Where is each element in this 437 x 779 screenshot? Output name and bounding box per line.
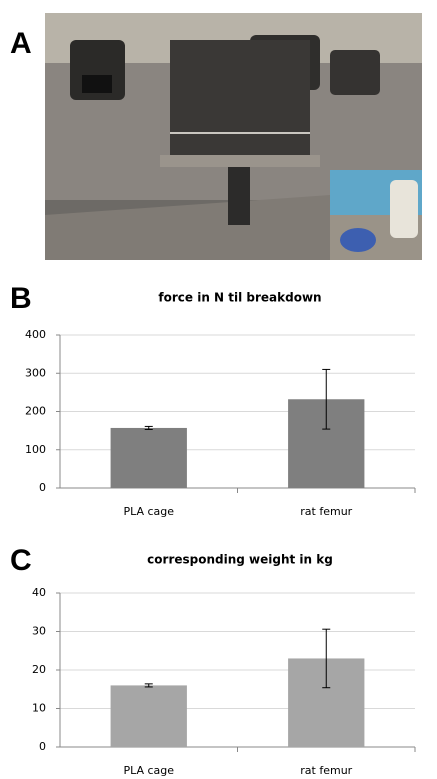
- chart-title: force in N til breakdown: [158, 291, 321, 305]
- panel-label: A: [10, 27, 32, 60]
- x-tick-label: rat femur: [300, 505, 352, 518]
- y-tick-label: 0: [39, 481, 46, 494]
- y-tick-label: 10: [32, 702, 46, 715]
- panel-label: B: [10, 282, 32, 315]
- chart-title: corresponding weight in kg: [147, 553, 333, 567]
- y-tick-label: 200: [25, 405, 46, 418]
- x-tick-label: PLA cage: [123, 764, 174, 777]
- panel-label: C: [10, 544, 32, 577]
- y-tick-label: 40: [32, 586, 46, 599]
- y-tick-label: 400: [25, 328, 46, 341]
- y-tick-label: 0: [39, 740, 46, 753]
- x-tick-label: rat femur: [300, 764, 352, 777]
- x-tick-label: PLA cage: [123, 505, 174, 518]
- y-tick-label: 30: [32, 625, 46, 638]
- photo: [45, 13, 422, 260]
- bar: [111, 428, 187, 488]
- figure: A B C force in N til breakdown0100200300…: [0, 0, 437, 779]
- y-tick-label: 100: [25, 443, 46, 456]
- y-tick-label: 300: [25, 366, 46, 379]
- y-tick-label: 20: [32, 663, 46, 676]
- bar: [111, 685, 187, 747]
